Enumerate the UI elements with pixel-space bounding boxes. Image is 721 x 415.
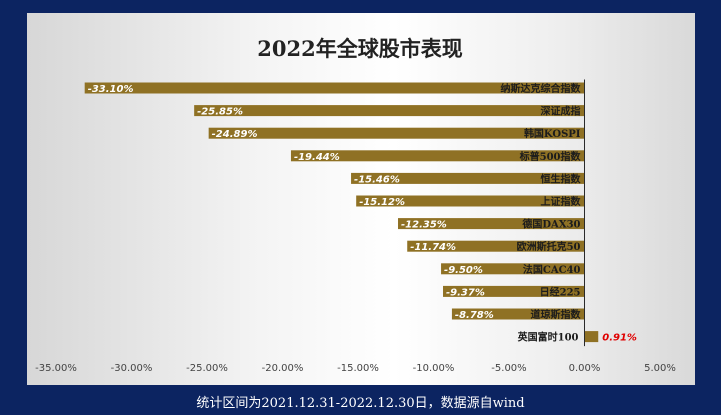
category-label: 恒生指数 <box>541 172 582 185</box>
chart-title: 2022年全球股市表现 <box>257 36 462 61</box>
bar <box>208 127 585 139</box>
bar <box>398 218 585 230</box>
value-label: -15.46% <box>354 174 400 185</box>
bar <box>407 240 585 252</box>
category-label: 英国富时100 <box>517 331 579 344</box>
value-label: -11.74% <box>410 242 456 253</box>
x-tick-label: -35.00% <box>35 363 77 374</box>
category-label: 纳斯达克综合指数 <box>501 82 582 95</box>
x-tick-label: 5.00% <box>644 363 676 374</box>
category-label: 深证成指 <box>541 105 581 118</box>
value-label: -24.89% <box>212 129 258 140</box>
bar <box>351 172 585 184</box>
bar <box>443 285 585 297</box>
category-label: 欧洲斯托克50 <box>517 240 581 253</box>
bar <box>290 150 585 162</box>
value-label: -8.78% <box>455 310 494 321</box>
category-label: 标普500指数 <box>519 150 582 163</box>
category-label: 德国DAX30 <box>521 218 580 231</box>
source-footnote: 统计区间为2021.12.31-2022.12.30日，数据源自wind <box>196 396 525 411</box>
value-label: -15.12% <box>359 197 405 208</box>
bar <box>356 195 585 207</box>
x-tick-label: -30.00% <box>111 363 153 374</box>
value-label: -9.50% <box>444 265 483 276</box>
x-tick-label: -5.00% <box>491 363 526 374</box>
bar <box>451 308 585 320</box>
category-label: 法国CAC40 <box>523 263 581 276</box>
bar <box>584 331 599 343</box>
x-tick-label: -15.00% <box>337 363 379 374</box>
category-label: 韩国KOSPI <box>524 127 581 140</box>
value-label: 0.91% <box>602 333 637 344</box>
category-label: 道琼斯指数 <box>531 308 582 321</box>
value-label: -19.44% <box>294 152 340 163</box>
x-tick-label: 0.00% <box>569 363 601 374</box>
x-tick-label: -25.00% <box>186 363 228 374</box>
category-label: 上证指数 <box>541 195 582 208</box>
value-label: -33.10% <box>88 84 134 95</box>
x-tick-label: -20.00% <box>262 363 304 374</box>
category-label: 日经225 <box>540 285 581 298</box>
bar <box>84 82 585 94</box>
bar <box>194 105 585 117</box>
value-label: -25.85% <box>197 107 243 118</box>
x-tick-label: -10.00% <box>413 363 455 374</box>
bar <box>441 263 585 275</box>
value-label: -12.35% <box>401 220 447 231</box>
value-label: -9.37% <box>446 287 485 298</box>
